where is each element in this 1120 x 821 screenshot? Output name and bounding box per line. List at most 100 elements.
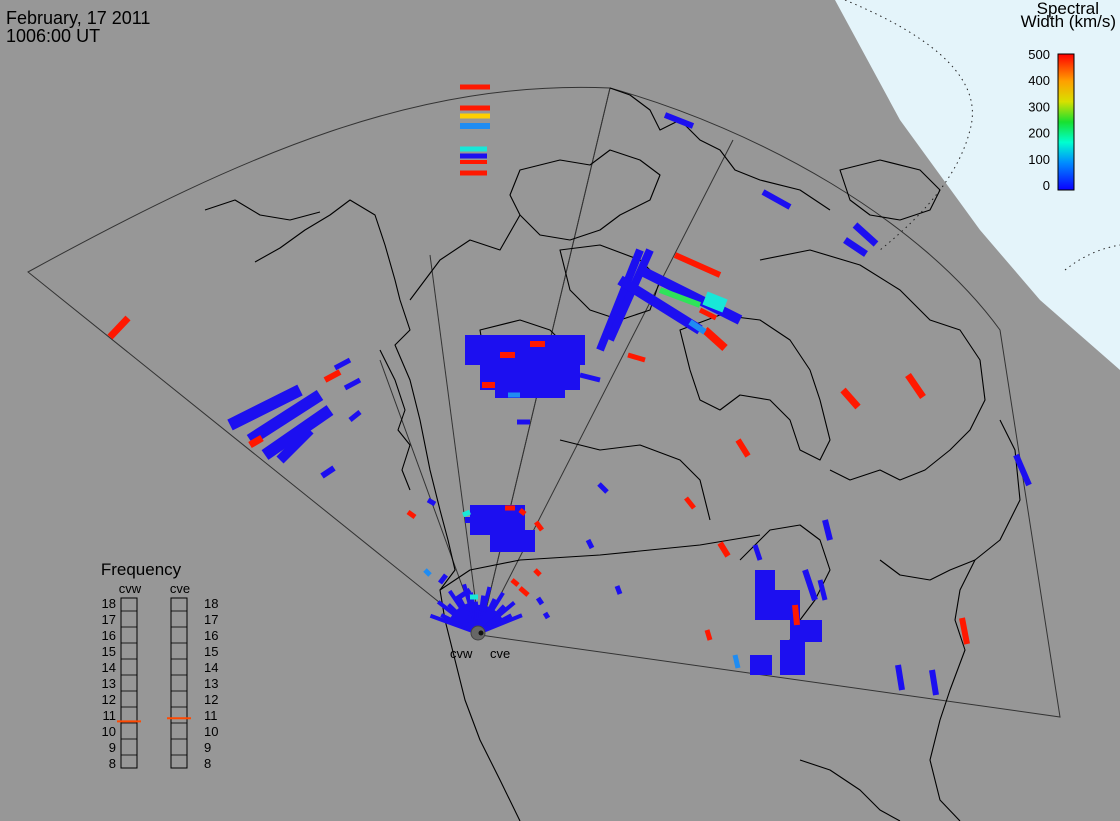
colorbar-ticks: 500 400 300 200 100 0 — [1028, 47, 1050, 193]
scatter-cell — [333, 357, 352, 371]
scatter-cell — [533, 568, 542, 577]
frequency-scale-label: 16 — [102, 628, 116, 643]
scatter-cell — [792, 604, 800, 626]
scatter-cell — [510, 578, 520, 587]
scatter-cell — [959, 617, 970, 645]
scatter-cell — [755, 570, 775, 620]
scatter-cell — [107, 315, 131, 340]
scatter-cell — [752, 544, 763, 561]
scatter-cell — [627, 352, 646, 363]
coastlines — [204, 87, 1021, 821]
frequency-scale-label: 16 — [204, 628, 218, 643]
colorbar-tick-label: 500 — [1028, 47, 1050, 62]
scatter-cell — [477, 613, 523, 635]
frequency-scale-label: 9 — [109, 740, 116, 755]
scatter-cell — [426, 497, 437, 507]
scatter-cell — [606, 248, 654, 342]
scatter-cell — [822, 519, 833, 541]
frequency-title: Frequency — [101, 560, 182, 579]
colorbar-tick-label: 200 — [1028, 126, 1050, 141]
scatter-cell — [246, 389, 324, 446]
scatter-cell — [261, 405, 334, 460]
frequency-scale-label: 11 — [204, 708, 218, 723]
scatter-cell — [802, 569, 818, 601]
scatter-cell — [343, 377, 362, 391]
scatter-cell — [276, 426, 314, 464]
frequency-label-cve: cve — [170, 581, 190, 596]
scatter-cell — [518, 586, 530, 597]
scatter-cell — [406, 509, 417, 520]
scatter-cell — [320, 465, 336, 479]
scatter-cell — [663, 112, 695, 129]
radar-scatter-cells — [107, 84, 1032, 696]
time-label: 1006:00 UT — [6, 26, 100, 46]
colorbar-tick-label: 100 — [1028, 152, 1050, 167]
frequency-scale-label: 12 — [204, 692, 218, 707]
scatter-cell — [732, 654, 741, 669]
scatter-cell — [750, 655, 772, 675]
scatter-cell — [585, 538, 595, 550]
scatter-cell — [248, 434, 264, 449]
scatter-cell — [761, 189, 792, 210]
scatter-cell — [490, 530, 535, 552]
scatter-cell — [905, 373, 926, 399]
scatter-cell — [673, 252, 722, 278]
colorbar-tick-label: 400 — [1028, 73, 1050, 88]
colorbar-gradient — [1057, 53, 1075, 191]
scatter-cell — [495, 388, 565, 398]
colorbar-title-line2: Width (km/s) — [1021, 12, 1116, 31]
frequency-scale-label: 15 — [102, 644, 116, 659]
scatter-cell — [227, 384, 303, 431]
scatter-cell — [929, 669, 939, 696]
radar-site-icon — [470, 625, 486, 641]
frequency-column-cvw — [120, 597, 138, 769]
scatter-cell — [579, 372, 601, 383]
polar-region — [835, 0, 1120, 370]
scatter-cell — [717, 541, 731, 558]
scatter-cell — [348, 410, 362, 422]
scatter-cell — [617, 275, 703, 335]
frequency-scale-label: 18 — [204, 596, 218, 611]
frequency-scale-label: 11 — [103, 708, 117, 723]
radar-label-cvw: cvw — [450, 646, 473, 661]
scatter-cell — [480, 360, 580, 390]
frequency-column-cve — [170, 597, 188, 769]
scatter-cell — [688, 319, 707, 335]
scatter-cell — [817, 579, 828, 601]
colorbar-title-line1: Spectral — [1037, 0, 1099, 18]
frequency-scale-label: 13 — [102, 676, 116, 691]
scatter-cell — [1013, 453, 1032, 487]
scatter-cell — [534, 520, 544, 532]
frequency-scale-label: 14 — [102, 660, 116, 675]
colorbar-tick-label: 300 — [1028, 99, 1050, 114]
scatter-cell — [423, 568, 432, 577]
spectral-width-colorbar: Spectral Width (km/s) 500 400 300 200 100 0 — [1021, 0, 1116, 193]
scatter-cell — [462, 509, 471, 518]
scatter-cell — [852, 222, 879, 247]
scatter-cell — [840, 387, 861, 410]
frequency-scale-label: 17 — [102, 612, 116, 627]
frequency-scale-label: 12 — [102, 692, 116, 707]
scatter-cell — [323, 369, 342, 383]
scatter-cell — [542, 611, 551, 620]
scatter-cell — [658, 287, 702, 308]
colorbar-tick-label: 0 — [1043, 178, 1050, 193]
scatter-cell — [453, 587, 472, 603]
radar-label-cve: cve — [490, 646, 510, 661]
frequency-scale-label: 18 — [102, 596, 116, 611]
polar-grid-circles — [844, 0, 1120, 271]
frequency-scale-label: 14 — [204, 660, 218, 675]
radar-site-dot-icon — [478, 630, 484, 636]
scatter-cell — [438, 573, 448, 585]
frequency-scale-label: 17 — [204, 612, 218, 627]
frequency-scale-label: 9 — [204, 740, 211, 755]
scatter-cell — [597, 482, 609, 494]
scatter-cell — [596, 248, 644, 352]
frequency-scale-label: 13 — [204, 676, 218, 691]
scatter-cell — [702, 327, 728, 351]
scatter-cell — [702, 291, 728, 313]
